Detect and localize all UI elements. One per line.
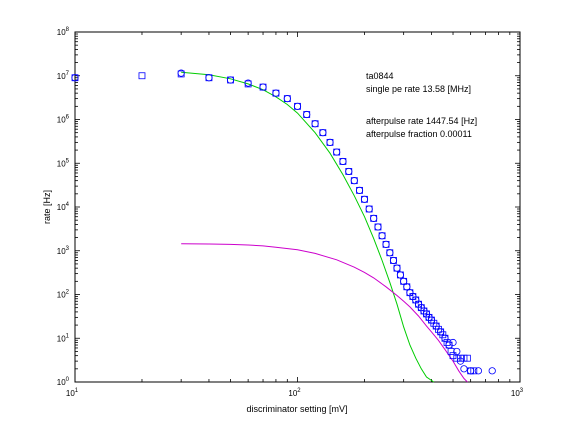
data-point-circle: [441, 334, 449, 342]
data-point-circle: [488, 367, 496, 375]
y-tick-label: 107: [57, 71, 70, 81]
y-tick-label: 106: [57, 115, 70, 125]
data-point-circle: [403, 283, 411, 291]
data-point-circle: [467, 367, 475, 375]
data-point-circle: [226, 76, 235, 84]
data-point-square: [449, 352, 457, 360]
data-point-circle: [445, 341, 453, 349]
data-point-circle: [460, 365, 468, 373]
data-point-circle: [453, 347, 461, 356]
annotation-tube-id: ta0844: [366, 71, 394, 81]
data-point-circle: [393, 264, 401, 272]
data-point-square: [470, 367, 478, 375]
data-point-circle: [449, 338, 457, 347]
x-tick-label: 103: [511, 388, 524, 398]
annotation-afterpulse-rate: afterpulse rate 1447.54 [Hz]: [366, 116, 477, 126]
data-point-circle: [272, 89, 280, 97]
data-point-circle: [259, 83, 267, 91]
fit-curves: [181, 71, 468, 383]
x-axis-label: discriminator setting [mV]: [246, 404, 347, 414]
data-point-circle: [311, 120, 319, 128]
data-point-circle: [244, 79, 252, 87]
data-point-circle: [427, 316, 436, 324]
y-tick-label: 102: [57, 290, 70, 300]
data-point-circle: [177, 69, 185, 77]
data-point-square: [457, 354, 464, 362]
fit-curve-0: [181, 71, 435, 383]
data-point-circle: [365, 205, 373, 213]
x-tick-label: 102: [288, 388, 301, 398]
data-point-circle: [326, 138, 334, 146]
y-axis-label: rate [Hz]: [42, 190, 52, 224]
data-point-circle: [360, 195, 369, 203]
plot-frame: [74, 31, 521, 383]
data-point-circle: [339, 157, 347, 166]
data-point-circle: [425, 313, 433, 321]
data-point-circle: [382, 240, 390, 248]
data-point-circle: [293, 102, 302, 110]
data-point-circle: [389, 256, 398, 265]
annotation-single-pe-rate: single pe rate 13.58 [MHz]: [366, 84, 471, 94]
y-tick-label: 103: [57, 246, 70, 256]
data-point-circle: [319, 129, 327, 137]
y-tick-label: 108: [57, 27, 70, 37]
data-point-circle: [345, 167, 353, 176]
data-point-circle: [71, 74, 79, 82]
axis-ticks: [74, 32, 520, 383]
data-point-circle: [205, 74, 213, 82]
y-tick-label: 104: [57, 202, 70, 212]
data-point-circle: [396, 271, 404, 279]
data-point-circle: [432, 322, 440, 330]
data-point-square: [138, 72, 146, 80]
data-point-circle: [350, 177, 358, 185]
y-tick-label: 101: [57, 333, 70, 343]
y-tick-label: 105: [57, 158, 70, 168]
data-point-square: [447, 348, 455, 355]
data-markers: [71, 69, 496, 375]
data-point-circle: [355, 186, 364, 194]
fit-curve-1: [181, 243, 468, 383]
data-point-circle: [283, 95, 291, 103]
data-point-circle: [333, 148, 341, 156]
data-point-circle: [378, 232, 386, 240]
data-point-circle: [400, 277, 408, 285]
data-point-circle: [474, 367, 482, 375]
data-point-square: [463, 354, 471, 362]
data-point-circle: [386, 249, 394, 257]
data-point-circle: [303, 110, 311, 119]
data-point-circle: [374, 223, 382, 231]
data-point-circle: [456, 357, 465, 365]
data-point-circle: [370, 214, 378, 222]
data-point-circle: [437, 328, 445, 336]
y-tick-label: 100: [57, 377, 70, 387]
x-tick-label: 101: [66, 388, 79, 398]
annotation-afterpulse-fraction: afterpulse fraction 0.00011: [366, 129, 472, 139]
